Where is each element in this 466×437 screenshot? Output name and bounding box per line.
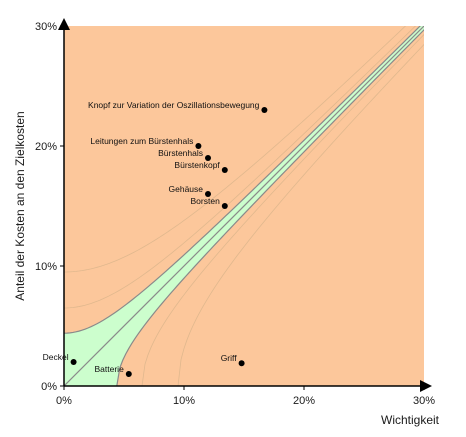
- data-point-label: Gehäuse: [169, 184, 204, 194]
- y-tick-label: 10%: [35, 261, 57, 273]
- lower-boundary-curve: [116, 29, 424, 386]
- y-axis-label: Anteil der Kosten an den Zielkosten: [13, 111, 27, 300]
- x-axis-arrow: [420, 380, 432, 392]
- x-axis-label: Wichtigkeit: [381, 413, 440, 427]
- data-point: [221, 167, 228, 173]
- y-tick-label: 20%: [35, 141, 57, 153]
- data-point-label: Leitungen zum Bürstenhals: [90, 136, 193, 146]
- data-point: [70, 359, 77, 365]
- data-point-label: Griff: [221, 353, 238, 363]
- background-curves: [64, 26, 424, 386]
- data-point-label: Bürstenkopf: [174, 160, 220, 170]
- data-point: [125, 371, 132, 377]
- data-points: Knopf zur Variation der Oszillationsbewe…: [43, 100, 268, 377]
- data-point: [261, 107, 268, 113]
- background-curve-upper: [64, 26, 417, 309]
- x-tick-label: 10%: [173, 395, 195, 407]
- background-curve-upper: [64, 26, 407, 273]
- background-curve-lower: [141, 33, 424, 386]
- x-tick-label: 0%: [56, 395, 72, 407]
- data-point: [205, 191, 211, 197]
- ideal-diagonal-line: [64, 26, 424, 386]
- background-curve-lower: [177, 43, 424, 386]
- data-point-label: Deckel: [43, 352, 69, 362]
- x-tick-label: 20%: [293, 395, 315, 407]
- data-point-label: Bürstenhals: [158, 148, 203, 158]
- x-tick-label: 30%: [413, 395, 435, 407]
- data-point-label: Borsten: [191, 196, 221, 206]
- axis-ticks: 0% 10% 20% 30% 0% 10% 20% 30%: [35, 21, 435, 407]
- y-axis-arrow: [58, 18, 70, 30]
- upper-boundary-curve: [64, 26, 421, 334]
- data-point: [238, 360, 245, 367]
- data-point: [221, 203, 228, 209]
- y-tick-label: 30%: [35, 21, 57, 33]
- data-point: [195, 143, 202, 149]
- y-tick-label: 0%: [41, 381, 57, 393]
- data-point-label: Knopf zur Variation der Oszillationsbewe…: [88, 100, 260, 110]
- data-point: [205, 155, 211, 161]
- data-point-label: Batterie: [95, 364, 125, 374]
